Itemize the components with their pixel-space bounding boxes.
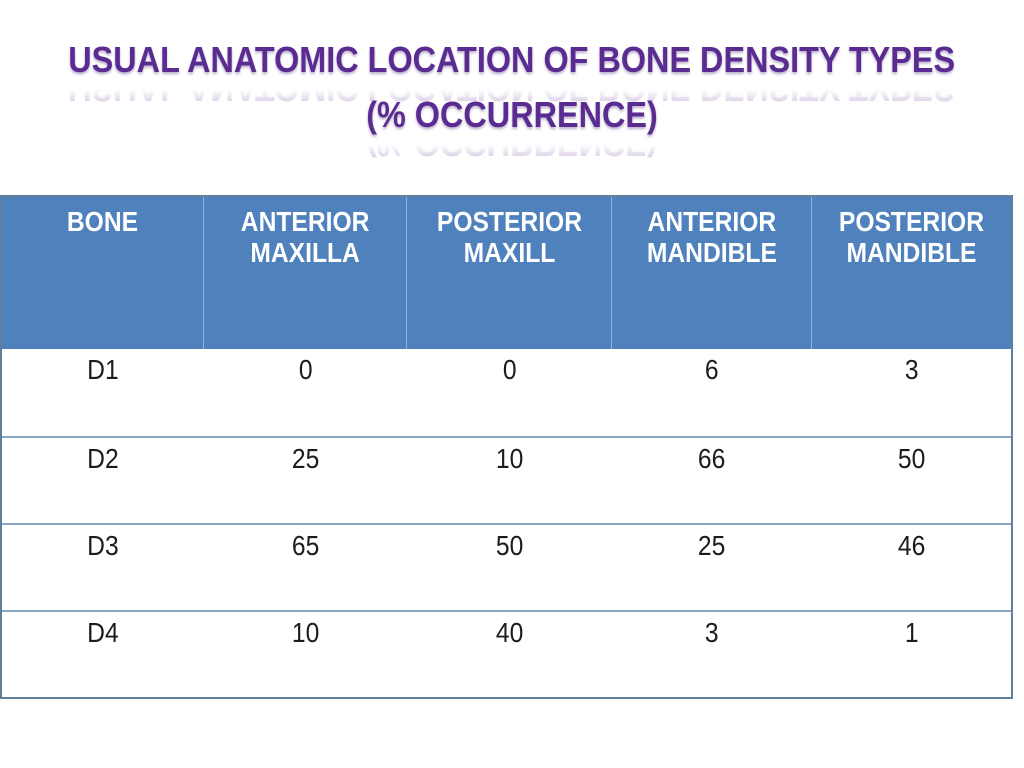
title-line-1-text: USUAL ANATOMIC LOCATION OF BONE DENSITY … [68,39,956,80]
row-label-cell: D1 [2,349,204,436]
table-cell: 65 [204,525,407,610]
table-row: D2 25 10 66 50 [2,436,1011,523]
header-line: ANTERIOR [240,206,370,237]
cell-value: 46 [897,530,926,561]
header-cell-posterior-maxill: POSTERIOR MAXILL [407,197,612,349]
cell-value: 25 [291,443,320,474]
bone-density-table: BONE ANTERIOR MAXILLA POSTERIOR MAXILL A… [0,195,1013,699]
table-cell: 40 [407,612,612,697]
table-cell: 0 [204,349,407,436]
cell-value: 3 [705,617,719,648]
table-cell: 50 [407,525,612,610]
cell-value: 10 [291,617,320,648]
header-cell-posterior-mandible: POSTERIOR MANDIBLE [812,197,1011,349]
table-cell: 25 [612,525,812,610]
table-row: D1 0 0 6 3 [2,349,1011,436]
header-cell-anterior-mandible: ANTERIOR MANDIBLE [612,197,812,349]
header-line: BONE [66,206,139,237]
header-line: MANDIBLE [646,237,777,268]
row-label-cell: D3 [2,525,204,610]
cell-value: 3 [904,354,919,385]
header-line: ANTERIOR [647,206,776,237]
header-cell-bone: BONE [2,197,204,349]
table-cell: 0 [407,349,612,436]
cell-value: 1 [904,617,919,648]
header-line: POSTERIOR [436,206,582,237]
table-cell: 10 [407,438,612,523]
cell-value: 50 [495,530,524,561]
cell-value: 66 [698,443,726,474]
row-label-cell: D2 [2,438,204,523]
row-label: D3 [87,530,119,561]
header-cell-anterior-maxilla: ANTERIOR MAXILLA [204,197,407,349]
table-cell: 3 [612,612,812,697]
table-cell: 50 [812,438,1011,523]
table-row: D3 65 50 25 46 [2,523,1011,610]
header-line: MAXILL [463,237,555,268]
cell-value: 40 [495,617,524,648]
table-cell: 10 [204,612,407,697]
cell-value: 65 [291,530,320,561]
table-row: D4 10 40 3 1 [2,610,1011,697]
cell-value: 10 [495,443,524,474]
table-header-row: BONE ANTERIOR MAXILLA POSTERIOR MAXILL A… [2,197,1011,349]
table-body: D1 0 0 6 3 D2 25 10 66 50 D3 65 50 25 46 [2,349,1011,697]
row-label: D1 [87,354,119,385]
title-line-2: (% OCCURRENCE) [0,91,1024,146]
title-line-1: USUAL ANATOMIC LOCATION OF BONE DENSITY … [0,36,1024,91]
header-line: MAXILLA [250,237,360,268]
table-cell: 25 [204,438,407,523]
table-cell: 46 [812,525,1011,610]
header-line: POSTERIOR [838,206,985,237]
row-label: D4 [87,617,119,648]
header-line: MANDIBLE [846,237,977,268]
row-label-cell: D4 [2,612,204,697]
title-line-2-text: (% OCCURRENCE) [366,94,658,135]
table-cell: 3 [812,349,1011,436]
cell-value: 25 [698,530,726,561]
cell-value: 0 [298,354,313,385]
cell-value: 0 [502,354,517,385]
cell-value: 6 [705,354,719,385]
row-label: D2 [87,443,119,474]
cell-value: 50 [897,443,926,474]
table-cell: 1 [812,612,1011,697]
table-cell: 6 [612,349,812,436]
table-cell: 66 [612,438,812,523]
slide-title: USUAL ANATOMIC LOCATION OF BONE DENSITY … [0,36,1024,146]
